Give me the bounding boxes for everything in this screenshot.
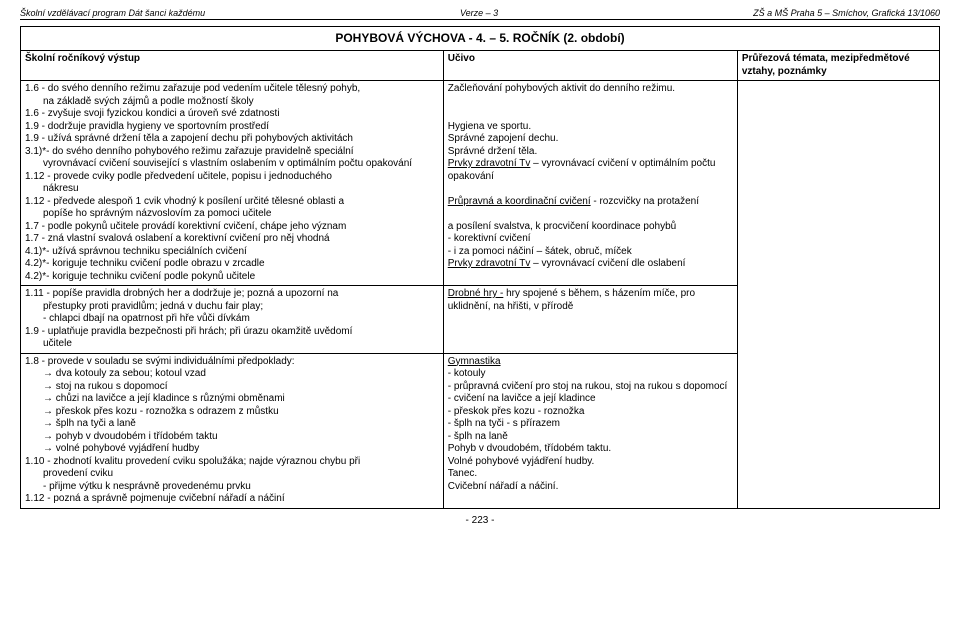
outcome-line: 1.9 - užívá správné držení těla a zapoje… — [25, 133, 439, 146]
ucivo-line: - přeskok přes kozu - roznožka — [448, 406, 733, 419]
arrow-item: dva kotouly za sebou; kotoul vzad — [43, 368, 439, 381]
ucivo-line: - průpravná cvičení pro stoj na rukou, s… — [448, 381, 733, 394]
outcome-line: 1.11 - popíše pravidla drobných her a do… — [25, 288, 439, 301]
ucivo-line: Tanec. — [448, 468, 733, 481]
table-title: POHYBOVÁ VÝCHOVA - 4. – 5. ROČNÍK (2. ob… — [21, 27, 940, 51]
ucivo-line: Drobné hry - hry spojené s během, s háze… — [448, 288, 733, 313]
ucivo-line: Hygiena ve sportu. — [448, 121, 733, 134]
ucivo-line: Volné pohybové vyjádření hudby. — [448, 456, 733, 469]
arrow-item: pohyb v dvoudobém i třídobém taktu — [43, 431, 439, 444]
outcome-line: - přijme výtku k nesprávně provedenému p… — [25, 481, 439, 494]
arrow-item: šplh na tyči a laně — [43, 418, 439, 431]
ucivo-line: Správné zapojení dechu. — [448, 133, 733, 146]
row3-left: 1.8 - provede v souladu se svými individ… — [21, 353, 444, 508]
row2-mid: Drobné hry - hry spojené s během, s háze… — [443, 286, 737, 354]
curriculum-table: POHYBOVÁ VÝCHOVA - 4. – 5. ROČNÍK (2. ob… — [20, 26, 940, 509]
header-right: ZŠ a MŠ Praha 5 – Smíchov, Grafická 13/1… — [753, 8, 940, 18]
ucivo-line: Začleňování pohybových aktivit do denníh… — [448, 83, 733, 96]
arrow-item: volné pohybové vyjádření hudby — [43, 443, 439, 456]
row3-mid: Gymnastika - kotouly - průpravná cvičení… — [443, 353, 737, 508]
ucivo-line: Cvičební nářadí a náčiní. — [448, 481, 733, 494]
ucivo-line: Průpravná a koordinační cvičení - rozcvi… — [448, 196, 733, 209]
ucivo-line: Prvky zdravotní Tv – vyrovnávací cvičení… — [448, 258, 733, 271]
outcome-line: vyrovnávací cvičení související s vlastn… — [25, 158, 439, 171]
outcome-line: 4.2)*- koriguje techniku cvičení podle p… — [25, 271, 439, 284]
outcome-line: 1.9 - uplatňuje pravidla bezpečnosti při… — [25, 326, 439, 339]
outcome-line: učitele — [25, 338, 439, 351]
row1-left: 1.6 - do svého denního režimu zařazuje p… — [21, 81, 444, 286]
outcome-line: 1.6 - do svého denního režimu zařazuje p… — [25, 83, 439, 96]
arrow-item: stoj na rukou s dopomocí — [43, 381, 439, 394]
ucivo-line: a posílení svalstva, k procvičení koordi… — [448, 221, 733, 234]
row2-left: 1.11 - popíše pravidla drobných her a do… — [21, 286, 444, 354]
outcome-line: 4.2)*- koriguje techniku cvičení podle o… — [25, 258, 439, 271]
col-header-mid: Učivo — [443, 51, 737, 81]
row1-mid: Začleňování pohybových aktivit do denníh… — [443, 81, 737, 286]
outcome-line: 1.12 - provede cviky podle předvedení uč… — [25, 171, 439, 184]
outcome-line: 1.8 - provede v souladu se svými individ… — [25, 356, 439, 369]
outcome-line: nákresu — [25, 183, 439, 196]
ucivo-line: - cvičení na lavičce a její kladince — [448, 393, 733, 406]
outcome-line: provedení cviku — [25, 468, 439, 481]
ucivo-line: - i za pomoci náčiní – šátek, obruč, míč… — [448, 246, 733, 259]
outcome-line: 1.6 - zvyšuje svoji fyzickou kondici a ú… — [25, 108, 439, 121]
ucivo-line: - korektivní cvičení — [448, 233, 733, 246]
row-right-empty — [737, 81, 939, 509]
outcome-line: na základě svých zájmů a podle možností … — [25, 96, 439, 109]
arrow-item: přeskok přes kozu - roznožka s odrazem z… — [43, 406, 439, 419]
outcome-line: 1.7 - zná vlastní svalová oslabení a kor… — [25, 233, 439, 246]
ucivo-line: - kotouly — [448, 368, 733, 381]
outcome-line: 3.1)*- do svého denního pohybového režim… — [25, 146, 439, 159]
ucivo-line: Prvky zdravotní Tv – vyrovnávací cvičení… — [448, 158, 733, 183]
outcome-line: 4.1)*- užívá správnou techniku speciální… — [25, 246, 439, 259]
outcome-line: 1.7 - podle pokynů učitele provádí korek… — [25, 221, 439, 234]
outcome-line: 1.12 - předvede alespoň 1 cvik vhodný k … — [25, 196, 439, 209]
ucivo-line: - šplh na tyči - s přírazem — [448, 418, 733, 431]
page-header: Školní vzdělávací program Dát šanci každ… — [20, 8, 940, 20]
arrow-item: chůzi na lavičce a její kladince s různý… — [43, 393, 439, 406]
outcome-line: popíše ho správným názvoslovím za pomoci… — [25, 208, 439, 221]
outcome-line: přestupky proti pravidlům; jedná v duchu… — [25, 301, 439, 314]
outcome-line: - chlapci dbají na opatrnost při hře vůč… — [25, 313, 439, 326]
header-left: Školní vzdělávací program Dát šanci každ… — [20, 8, 205, 18]
outcome-line: 1.10 - zhodnotí kvalitu provedení cviku … — [25, 456, 439, 469]
header-center: Verze – 3 — [460, 8, 498, 18]
ucivo-line: Gymnastika — [448, 356, 733, 369]
col-header-right: Průřezová témata, mezipředmětové vztahy,… — [737, 51, 939, 81]
page-number: - 223 - — [20, 515, 940, 526]
outcome-line: 1.9 - dodržuje pravidla hygieny ve sport… — [25, 121, 439, 134]
ucivo-line: - šplh na laně — [448, 431, 733, 444]
col-header-left: Školní ročníkový výstup — [21, 51, 444, 81]
ucivo-line: Pohyb v dvoudobém, třídobém taktu. — [448, 443, 733, 456]
ucivo-line: Správné držení těla. — [448, 146, 733, 159]
outcome-line: 1.12 - pozná a správně pojmenuje cvičebn… — [25, 493, 439, 506]
